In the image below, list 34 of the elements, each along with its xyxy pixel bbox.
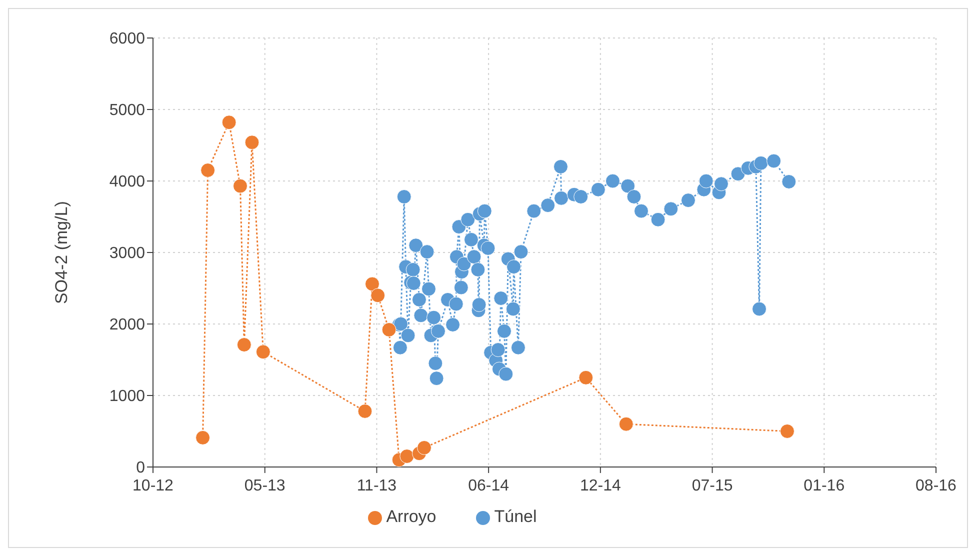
x-tick-label: 10-12 — [132, 477, 174, 494]
legend-label: Túnel — [494, 507, 537, 526]
point — [382, 322, 396, 337]
point — [196, 430, 210, 445]
y-tick-label: 2000 — [109, 316, 146, 334]
point — [244, 135, 260, 150]
legend-label: Arroyo — [386, 507, 436, 526]
point — [233, 178, 248, 194]
point — [780, 424, 794, 438]
y-tick-label: 5000 — [109, 102, 146, 120]
y-tick-label: 1000 — [109, 388, 146, 406]
point — [200, 163, 216, 178]
y-axis-title: SO4-2 (mg/L) — [52, 201, 72, 304]
point — [618, 416, 634, 432]
x-tick-label: 01-16 — [804, 477, 845, 494]
point — [236, 337, 252, 352]
point — [256, 344, 270, 360]
y-tick-label: 6000 — [109, 30, 146, 48]
point — [358, 404, 372, 418]
x-tick-label: 05-13 — [244, 477, 286, 494]
x-tick-label: 08-16 — [916, 477, 957, 494]
x-tick-label: 07-15 — [692, 477, 733, 494]
x-tick-label: 06-14 — [468, 477, 510, 494]
x-tick-label: 12-14 — [580, 477, 621, 494]
y-tick-label: 3000 — [109, 245, 146, 262]
point — [417, 440, 432, 455]
point — [400, 449, 414, 464]
point — [222, 115, 236, 130]
y-tick-label: 0 — [136, 460, 146, 477]
y-tick-label: 4000 — [109, 174, 146, 191]
point — [370, 288, 386, 303]
x-tick-label: 11-13 — [356, 477, 397, 494]
point — [578, 370, 594, 385]
point — [364, 276, 380, 292]
